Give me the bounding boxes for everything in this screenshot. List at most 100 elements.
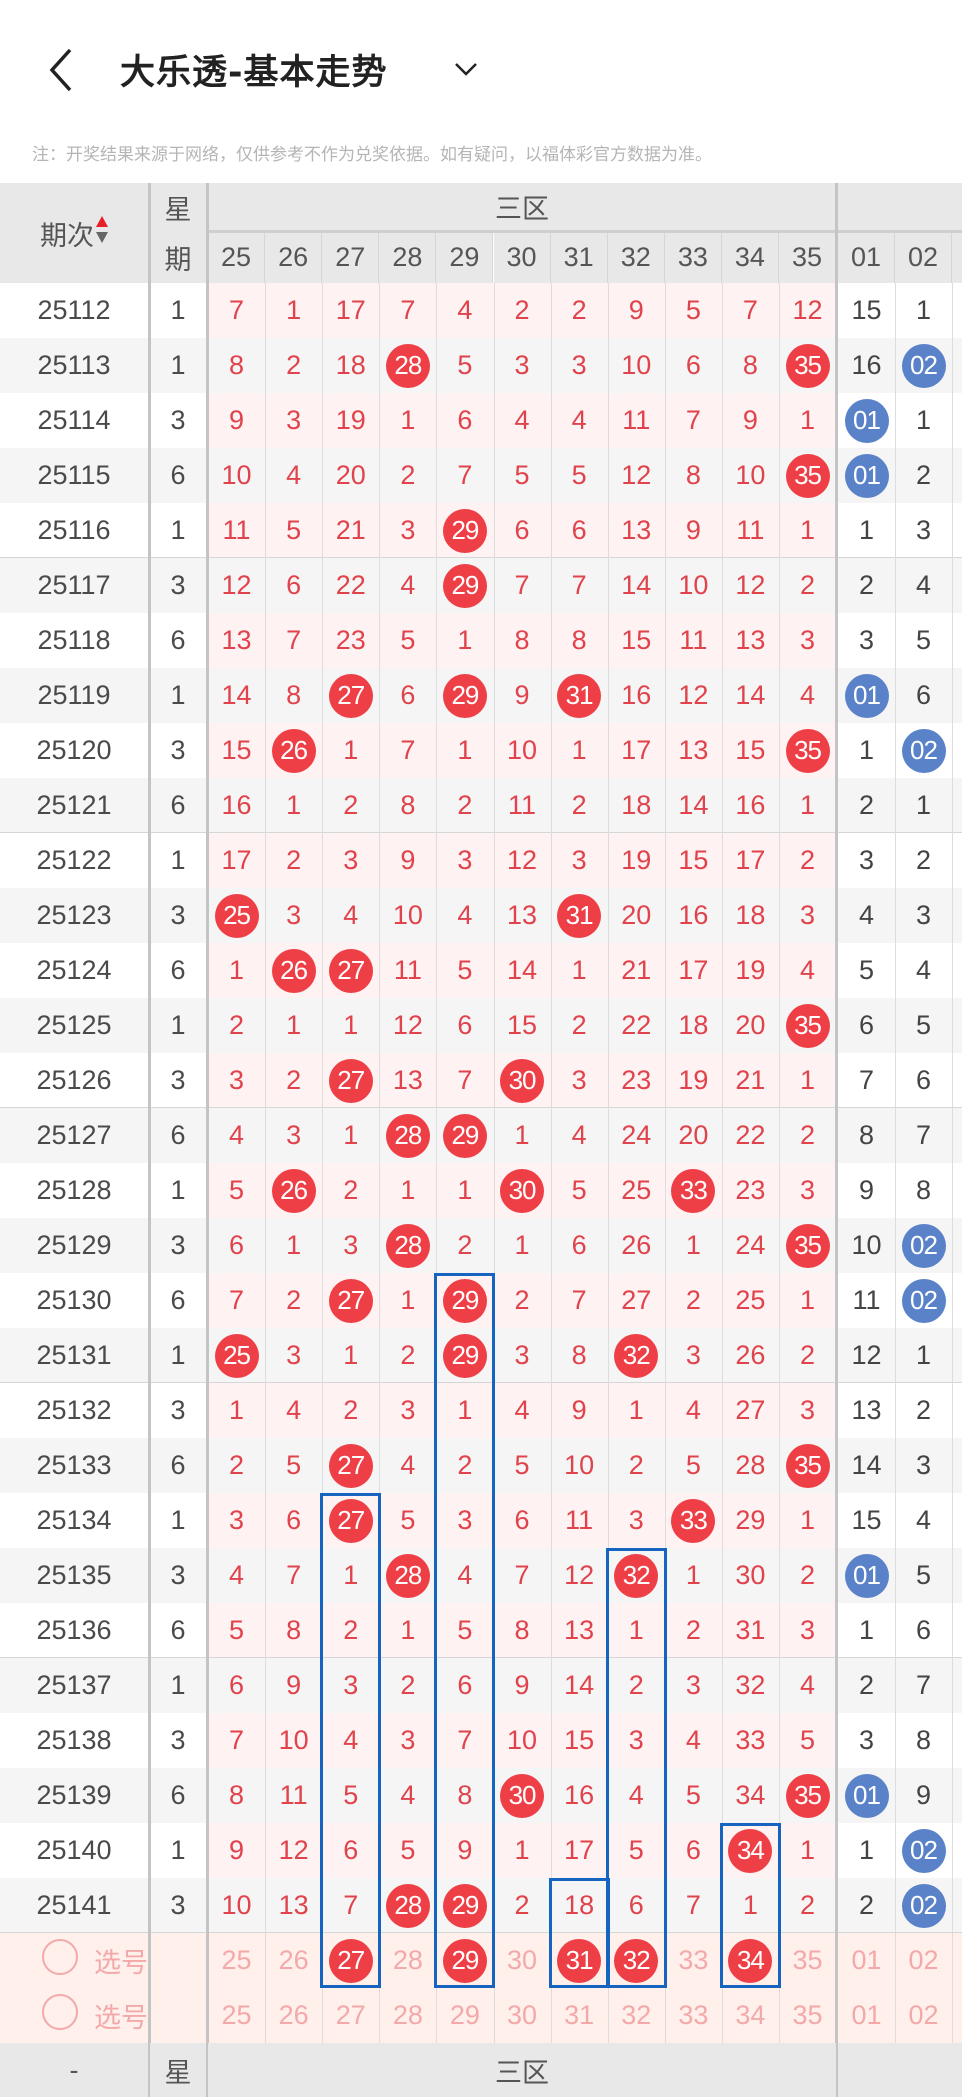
back-cell-01: 5	[858, 955, 875, 985]
front-cell-26: 1	[286, 1230, 302, 1260]
front-cell-27: 3	[343, 1230, 359, 1260]
front-cell-29: 29	[436, 668, 493, 723]
front-cell-27: 1	[343, 735, 359, 765]
front-cell-35: 1	[800, 515, 816, 545]
front-cell-33: 17	[678, 955, 709, 985]
back-cell-02: 4	[915, 570, 932, 600]
front-cell-30: 2	[514, 1285, 530, 1315]
select-cell-34[interactable]: 34	[735, 2000, 766, 2030]
select-cell-32[interactable]: 32	[608, 1933, 665, 1988]
radio-circle-icon	[40, 1992, 80, 2039]
top-bar: 大乐透-基本走势	[0, 0, 962, 140]
trend-table: 期次星期三区 25 26 27 28 29 30 31 32 33 34 35 01 02 25112 1 7 1…	[0, 183, 962, 2097]
front-cell-33: 7	[685, 1890, 701, 1920]
select-number-button[interactable]: 选号	[40, 1988, 170, 2043]
back-cell-02: 02	[895, 338, 952, 393]
front-cell-27: 27	[322, 943, 379, 998]
front-cell-28: 6	[400, 680, 416, 710]
front-cell-32: 1	[628, 1395, 644, 1425]
front-cell-27: 19	[335, 405, 366, 435]
back-cell-02: 02	[895, 1218, 952, 1273]
front-cell-30: 30	[494, 1053, 551, 1108]
front-cell-29: 2	[457, 790, 473, 820]
front-cell-31: 31	[551, 888, 608, 943]
period-cell: 25128	[0, 1163, 148, 1218]
select-cell-01[interactable]: 01	[851, 2000, 882, 2030]
period-sort-header[interactable]: 期次	[20, 213, 130, 253]
front-cell-28: 5	[400, 1505, 416, 1535]
front-cell-29: 29	[436, 558, 493, 613]
front-cell-25: 12	[221, 570, 252, 600]
select-cell-28[interactable]: 28	[392, 1945, 423, 1975]
column-header-33: 33	[664, 232, 722, 283]
select-cell-34[interactable]: 34	[722, 1933, 779, 1988]
footer-weekday-header: 星	[150, 2043, 206, 2097]
front-cell-25: 15	[221, 735, 252, 765]
back-ball: 02	[901, 1828, 946, 1873]
chart-type-dropdown[interactable]	[448, 48, 484, 88]
front-cell-30: 1	[514, 1230, 530, 1260]
select-cell-29[interactable]: 29	[436, 1933, 493, 1988]
back-cell-02: 6	[915, 1065, 932, 1095]
front-cell-31: 3	[571, 845, 587, 875]
front-cell-25: 8	[229, 350, 245, 380]
front-cell-30: 6	[514, 1505, 530, 1535]
select-cell-28[interactable]: 28	[392, 2000, 423, 2030]
back-button[interactable]	[40, 40, 84, 100]
front-cell-28: 9	[400, 845, 416, 875]
select-cell-27[interactable]: 27	[335, 2000, 366, 2030]
select-cell-01[interactable]: 01	[851, 1945, 882, 1975]
front-cell-34: 17	[735, 845, 766, 875]
front-cell-27: 1	[343, 1560, 359, 1590]
select-cell-26[interactable]: 26	[278, 1945, 309, 1975]
select-cell-30[interactable]: 30	[507, 1945, 538, 1975]
front-cell-28: 4	[400, 570, 416, 600]
front-zone-row-bg	[208, 1603, 837, 1658]
front-ball: 27	[328, 1443, 373, 1488]
select-cell-33[interactable]: 33	[678, 1945, 709, 1975]
row-divider	[208, 230, 962, 233]
front-cell-35: 35	[779, 1438, 836, 1493]
zone-header: 三区	[208, 183, 837, 230]
weekday-cell: 3	[150, 1383, 206, 1438]
front-cell-34: 26	[735, 1340, 766, 1370]
column-divider	[493, 283, 495, 2043]
select-cell-27[interactable]: 27	[322, 1933, 379, 1988]
select-cell-30[interactable]: 30	[507, 2000, 538, 2030]
select-cell-35[interactable]: 35	[792, 2000, 823, 2030]
select-number-button[interactable]: 选号	[40, 1933, 170, 1988]
select-cell-31[interactable]: 31	[551, 1933, 608, 1988]
column-header-26: 26	[265, 232, 323, 283]
front-cell-28: 1	[400, 1175, 416, 1205]
front-cell-31: 13	[564, 1615, 595, 1645]
front-ball: 28	[385, 1113, 430, 1158]
select-cell-33[interactable]: 33	[678, 2000, 709, 2030]
weekday-header-bottom: 期	[150, 232, 206, 283]
select-cell-31[interactable]: 31	[564, 2000, 595, 2030]
column-divider	[664, 283, 666, 2043]
front-cell-30: 1	[514, 1835, 530, 1865]
front-ball: 34	[728, 1828, 773, 1873]
select-cell-25[interactable]: 25	[221, 1945, 252, 1975]
front-cell-28: 3	[400, 1395, 416, 1425]
select-cell-02[interactable]: 02	[908, 2000, 939, 2030]
front-zone-row-bg	[208, 393, 837, 448]
back-cell-01: 7	[858, 1065, 875, 1095]
period-cell: 25121	[0, 778, 148, 833]
select-cell-29[interactable]: 29	[449, 2000, 480, 2030]
column-divider	[895, 283, 896, 2043]
weekday-cell: 1	[150, 998, 206, 1053]
select-cell-02[interactable]: 02	[908, 1945, 939, 1975]
front-ball: 27	[328, 1498, 373, 1543]
select-cell-26[interactable]: 26	[278, 2000, 309, 2030]
select-cell-35[interactable]: 35	[792, 1945, 823, 1975]
back-zone-header	[838, 183, 962, 230]
front-cell-33: 10	[678, 570, 709, 600]
front-cell-26: 2	[286, 845, 302, 875]
front-cell-34: 21	[735, 1065, 766, 1095]
select-cell-25[interactable]: 25	[221, 2000, 252, 2030]
column-header-34: 34	[721, 232, 779, 283]
front-cell-29: 4	[457, 1560, 473, 1590]
select-cell-32[interactable]: 32	[621, 2000, 652, 2030]
column-header-25: 25	[208, 232, 266, 283]
